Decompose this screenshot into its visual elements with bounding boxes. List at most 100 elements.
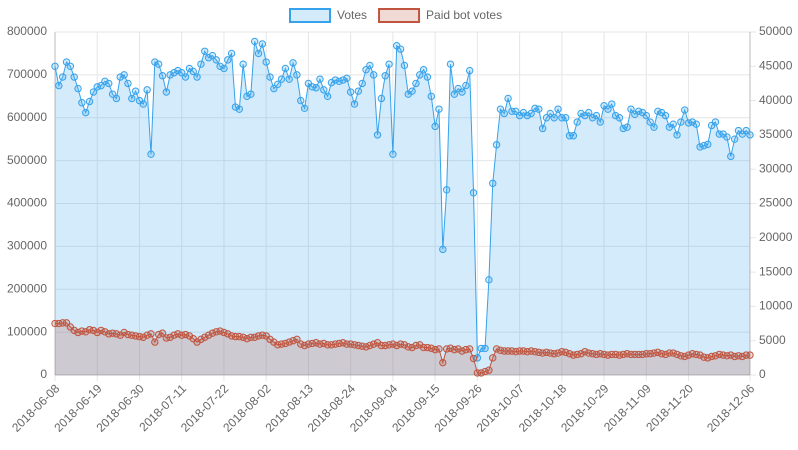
point (711, 352, 720, 360)
point (581, 347, 589, 356)
point (446, 344, 455, 352)
point (715, 130, 723, 138)
point (128, 94, 136, 103)
y2-tick-label: 20000 (759, 230, 793, 244)
point (124, 79, 132, 88)
point (634, 350, 643, 359)
point (462, 81, 470, 90)
point (650, 123, 658, 131)
point (458, 88, 466, 96)
point (577, 109, 585, 118)
point (154, 330, 163, 339)
point (201, 47, 209, 55)
point (427, 344, 435, 352)
point (677, 118, 685, 126)
point (681, 352, 689, 361)
point (465, 66, 474, 75)
point (485, 276, 493, 284)
point (596, 118, 604, 126)
point (508, 107, 516, 116)
point (730, 135, 739, 143)
point (89, 88, 98, 96)
point (220, 64, 228, 73)
point (220, 328, 228, 337)
point (243, 92, 251, 101)
point (473, 369, 482, 377)
point (442, 186, 451, 194)
point (105, 79, 113, 88)
y-tick-label: 800000 (7, 24, 47, 38)
point (131, 87, 140, 95)
point (681, 106, 689, 114)
point (158, 329, 167, 337)
point (427, 92, 435, 101)
point (446, 60, 455, 68)
point (193, 73, 201, 81)
point (277, 75, 286, 83)
point (112, 330, 121, 338)
y-tick-label: 100000 (7, 324, 47, 338)
point (250, 333, 259, 341)
point (101, 77, 109, 86)
y2-tick-label: 45000 (759, 58, 793, 72)
point (323, 341, 332, 349)
point (204, 331, 213, 339)
point (458, 347, 466, 355)
point (489, 179, 497, 188)
y2-tick-label: 5000 (759, 333, 786, 347)
point (312, 84, 320, 92)
point (481, 367, 489, 376)
point (489, 354, 497, 362)
point (565, 350, 574, 358)
point (431, 122, 439, 131)
point (604, 105, 612, 113)
point (631, 350, 639, 359)
point (454, 345, 462, 353)
point (661, 111, 670, 120)
legend-swatch (378, 8, 421, 23)
point (216, 327, 224, 335)
point (243, 334, 251, 343)
point (354, 87, 363, 95)
legend: Votes Paid bot votes (289, 8, 502, 23)
point (558, 114, 566, 122)
point (78, 99, 86, 107)
point (673, 131, 681, 139)
point (143, 86, 151, 94)
point (623, 123, 631, 131)
y2-tick-label: 50000 (759, 24, 793, 38)
point (120, 71, 128, 79)
point (216, 62, 224, 71)
point (201, 333, 209, 341)
y2-tick-label: 0 (759, 367, 766, 381)
legend-swatch (289, 8, 331, 23)
point (400, 341, 409, 349)
point (439, 358, 447, 367)
point (738, 352, 747, 361)
point (297, 96, 305, 105)
y-tick-label: 600000 (7, 110, 47, 124)
y2-tick-label: 25000 (759, 196, 793, 210)
point (170, 331, 178, 339)
point (504, 94, 512, 103)
point (101, 328, 109, 336)
point (611, 111, 620, 120)
point (561, 114, 570, 122)
point (262, 58, 270, 66)
point (281, 339, 290, 348)
legend-label[interactable]: Votes (337, 8, 367, 22)
point (93, 328, 101, 337)
point (247, 333, 255, 341)
legend-label[interactable]: Paid bot votes (426, 8, 502, 22)
point (312, 339, 320, 347)
point (439, 245, 447, 254)
point (181, 330, 190, 339)
point (85, 97, 94, 106)
point (166, 333, 174, 341)
point (396, 45, 405, 53)
point (289, 337, 297, 345)
point (154, 60, 163, 68)
point (492, 141, 501, 149)
point (362, 343, 370, 351)
y2-tick-label: 35000 (759, 127, 793, 141)
